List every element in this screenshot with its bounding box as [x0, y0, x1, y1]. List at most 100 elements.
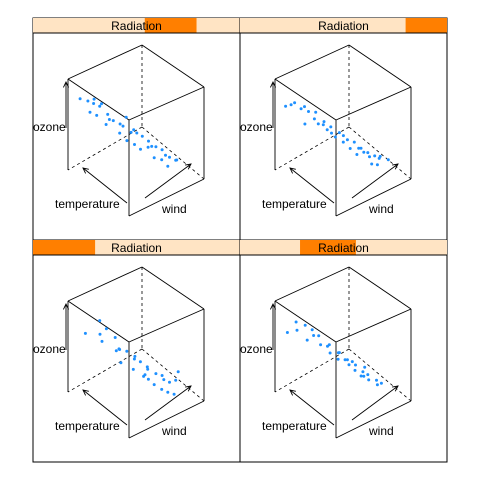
- data-point: [118, 348, 122, 351]
- box-edge: [67, 266, 143, 302]
- box-edge-hidden: [274, 126, 350, 171]
- strip-label: Radiation: [318, 241, 369, 255]
- data-point: [359, 374, 363, 378]
- data-point: [326, 344, 329, 348]
- data-point: [119, 361, 123, 365]
- data-point: [131, 367, 135, 371]
- data-point: [86, 99, 90, 103]
- data-point: [78, 97, 82, 101]
- strip-label: Radiation: [111, 241, 162, 255]
- data-point: [92, 102, 96, 105]
- box-edge: [141, 266, 205, 310]
- data-point: [174, 378, 178, 382]
- strip-shingle: [300, 240, 356, 255]
- data-point: [166, 390, 170, 394]
- data-point: [336, 357, 340, 361]
- data-point: [138, 360, 142, 364]
- data-point: [337, 131, 341, 135]
- data-point: [289, 103, 293, 107]
- data-point: [375, 378, 378, 382]
- data-point: [166, 164, 170, 168]
- box-edge: [67, 44, 143, 80]
- data-point: [303, 105, 306, 109]
- panel-2: Radiation ozone temperature wind: [239, 17, 448, 241]
- temperature-axis-arrow-head: [289, 389, 296, 396]
- data-point: [354, 363, 357, 367]
- data-point: [316, 122, 320, 126]
- data-point: [375, 383, 379, 387]
- data-point: [303, 323, 307, 327]
- data-point: [375, 163, 379, 167]
- data-point: [125, 139, 129, 143]
- data-point: [307, 110, 310, 113]
- ozone-axis-arrow-head: [269, 302, 277, 310]
- data-point: [310, 328, 314, 332]
- data-point: [129, 130, 133, 134]
- data-point: [312, 117, 316, 121]
- data-point: [150, 144, 154, 148]
- data-point: [347, 363, 351, 367]
- data-point: [118, 131, 122, 135]
- data-point: [124, 115, 128, 119]
- box-edge-hidden: [274, 348, 350, 393]
- temperature-axis-arrow-head: [82, 167, 89, 174]
- data-point: [373, 154, 377, 158]
- data-point: [168, 380, 171, 384]
- data-point: [118, 122, 122, 126]
- box-edge: [274, 44, 350, 80]
- data-point: [359, 146, 363, 150]
- data-point: [317, 334, 321, 338]
- data-point: [132, 128, 136, 132]
- ozone-axis-arrow-head: [62, 302, 70, 310]
- data-point: [125, 349, 129, 353]
- box-edge: [141, 44, 205, 88]
- data-point: [121, 124, 125, 128]
- data-point: [362, 150, 366, 154]
- box-edge-hidden: [141, 348, 205, 402]
- data-point: [147, 139, 150, 143]
- data-point: [133, 354, 137, 358]
- data-point: [113, 336, 117, 339]
- ozone-axis-label: ozone: [33, 120, 66, 134]
- data-point: [160, 158, 164, 162]
- data-point: [367, 378, 371, 382]
- data-point: [350, 360, 354, 364]
- data-point: [363, 365, 367, 369]
- data-point: [295, 328, 299, 332]
- ozone-axis-label: ozone: [33, 342, 66, 356]
- data-point: [379, 381, 383, 385]
- box-edge: [274, 266, 350, 302]
- data-point: [98, 332, 102, 336]
- strip-background: [240, 18, 447, 33]
- data-point: [172, 392, 176, 396]
- data-point: [294, 320, 298, 324]
- data-point: [160, 148, 164, 152]
- data-point: [366, 151, 370, 155]
- data-point: [353, 368, 357, 372]
- data-point: [328, 351, 332, 355]
- data-point: [111, 119, 115, 123]
- data-point: [88, 110, 92, 114]
- box-edge: [335, 308, 412, 343]
- data-point: [95, 113, 99, 117]
- data-point: [321, 123, 325, 127]
- data-point: [152, 383, 156, 387]
- box-edge: [128, 308, 205, 343]
- wind-axis-arrow-head: [392, 385, 399, 392]
- panel-3: Radiation ozone temperature wind: [32, 239, 241, 463]
- temperature-axis-label: temperature: [55, 197, 120, 211]
- wind-axis-arrow-head: [392, 163, 399, 170]
- box-edge: [128, 178, 205, 217]
- data-point: [175, 158, 179, 162]
- ozone-axis-arrow-head: [269, 80, 277, 88]
- box-edge: [128, 400, 205, 439]
- data-point: [164, 153, 167, 157]
- data-point: [162, 378, 166, 382]
- data-point: [357, 146, 361, 150]
- data-point: [152, 156, 156, 160]
- data-point: [355, 153, 359, 156]
- ozone-axis-label: ozone: [240, 120, 273, 134]
- box-edge: [348, 266, 412, 310]
- wind-axis-arrow: [144, 385, 192, 421]
- data-point: [98, 319, 102, 323]
